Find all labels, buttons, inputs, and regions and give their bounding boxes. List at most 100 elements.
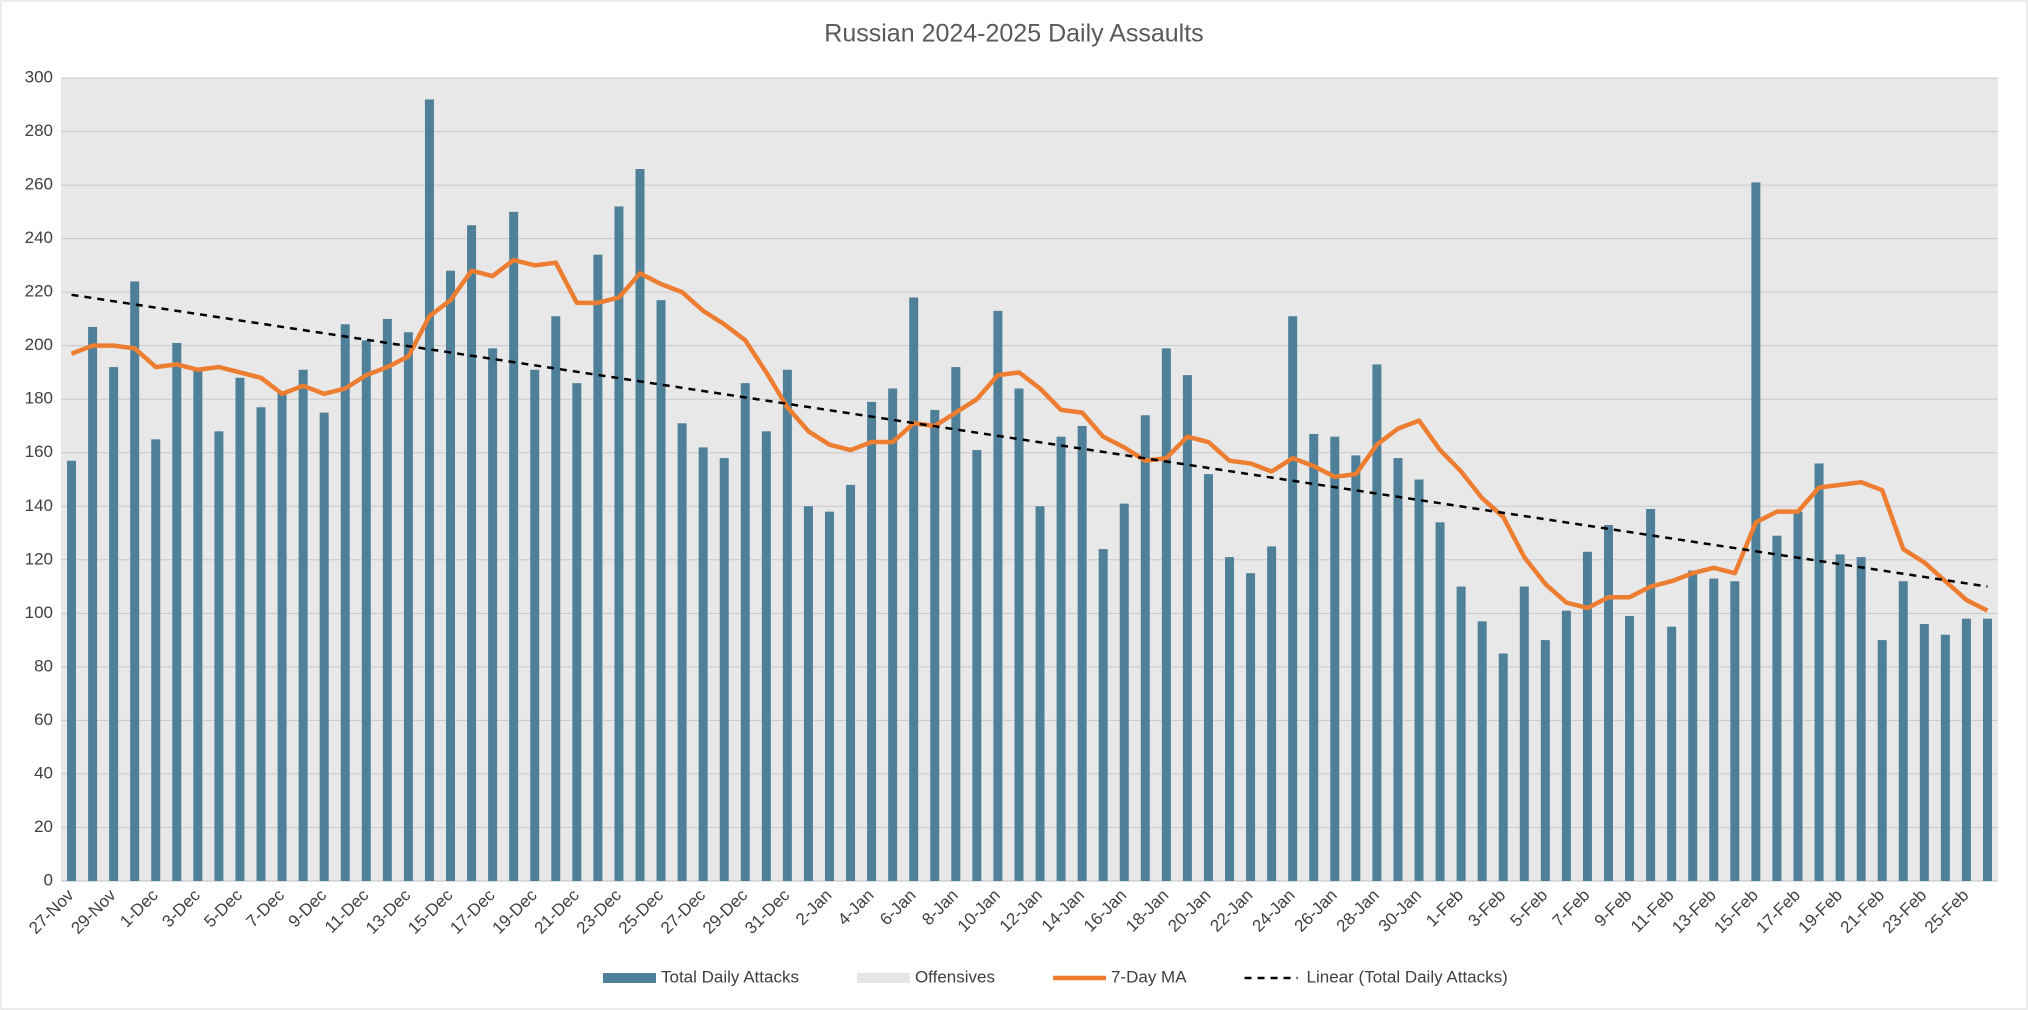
bar (719, 458, 729, 881)
y-tick-label: 300 (25, 67, 53, 86)
bar (193, 369, 203, 881)
bar (1182, 375, 1192, 881)
y-tick-label: 80 (34, 656, 53, 675)
bar (530, 369, 540, 881)
bar (1393, 458, 1403, 881)
bar (403, 332, 413, 881)
y-tick-label: 60 (34, 710, 53, 729)
bar (888, 388, 898, 881)
y-tick-label: 40 (34, 763, 53, 782)
bar (1940, 634, 1950, 881)
bar (1477, 621, 1487, 881)
bar (593, 254, 603, 881)
bar (109, 367, 119, 882)
bar (951, 367, 961, 882)
bar (467, 225, 477, 881)
y-tick-label: 140 (25, 496, 53, 515)
bar (1435, 522, 1445, 881)
bar (1372, 364, 1382, 881)
bar (1751, 182, 1761, 881)
bar (1035, 506, 1045, 881)
bar (1056, 436, 1066, 881)
bar (1119, 503, 1129, 881)
bar (1288, 316, 1298, 881)
bar (1814, 463, 1824, 881)
legend-label: Total Daily Attacks (661, 967, 799, 986)
bar (88, 326, 98, 881)
bar (972, 450, 982, 881)
bar (382, 318, 392, 881)
bar (1498, 653, 1508, 881)
bar (1919, 624, 1929, 881)
bar (1098, 549, 1108, 881)
legend-swatch (603, 973, 656, 983)
bar (214, 431, 224, 881)
bar (1540, 640, 1550, 881)
bar (930, 409, 940, 881)
y-tick-label: 280 (25, 121, 53, 140)
bar (1267, 546, 1277, 881)
bar (1625, 616, 1635, 881)
bar (340, 324, 350, 882)
bar (572, 383, 582, 881)
bar (677, 423, 687, 881)
bar (256, 407, 266, 881)
bar (277, 391, 287, 881)
bar (1856, 557, 1866, 881)
bar (1709, 578, 1719, 881)
bar (1014, 388, 1024, 881)
bar (1225, 557, 1235, 881)
y-tick-label: 180 (25, 389, 53, 408)
bar (1898, 581, 1908, 881)
y-tick-label: 120 (25, 549, 53, 568)
bar (1582, 551, 1592, 881)
ma-line (70, 257, 1989, 613)
bar (235, 377, 245, 881)
bar (993, 310, 1003, 881)
bar (1456, 586, 1466, 881)
bar (782, 369, 792, 881)
bar (424, 99, 434, 881)
bar (1203, 474, 1213, 881)
bar (1961, 618, 1971, 881)
y-tick-label: 220 (25, 282, 53, 301)
bar (509, 211, 519, 882)
bar (1688, 570, 1698, 881)
y-tick-label: 260 (25, 175, 53, 194)
bar (1077, 425, 1087, 881)
legend-label: 7-Day MA (1111, 967, 1187, 986)
trend-line (71, 293, 1988, 588)
bar (1330, 436, 1340, 881)
legend-label: Linear (Total Daily Attacks) (1307, 967, 1508, 986)
bar (846, 484, 856, 881)
bar (319, 412, 329, 881)
bar (867, 401, 877, 881)
bar (740, 383, 750, 881)
bar (1351, 455, 1361, 881)
bar (151, 439, 161, 881)
bar (551, 316, 561, 881)
y-tick-label: 20 (34, 817, 53, 836)
bar (909, 297, 919, 881)
y-tick-label: 160 (25, 442, 53, 461)
y-tick-label: 0 (44, 870, 53, 889)
bar (1646, 508, 1656, 881)
bar (361, 340, 371, 881)
chart-title: Russian 2024-2025 Daily Assaults (824, 20, 1203, 48)
bar (488, 348, 498, 881)
bar (172, 342, 182, 881)
bar (1982, 618, 1992, 881)
bar (1772, 535, 1782, 881)
bar (656, 300, 666, 881)
bar (614, 206, 624, 882)
legend-label: Offensives (915, 967, 995, 986)
bar (698, 447, 708, 881)
bar (803, 506, 813, 881)
bar (761, 431, 771, 881)
bar (446, 270, 456, 882)
bar (1667, 626, 1677, 881)
bar (67, 460, 77, 881)
bar (1561, 610, 1571, 881)
y-tick-label: 100 (25, 603, 53, 622)
